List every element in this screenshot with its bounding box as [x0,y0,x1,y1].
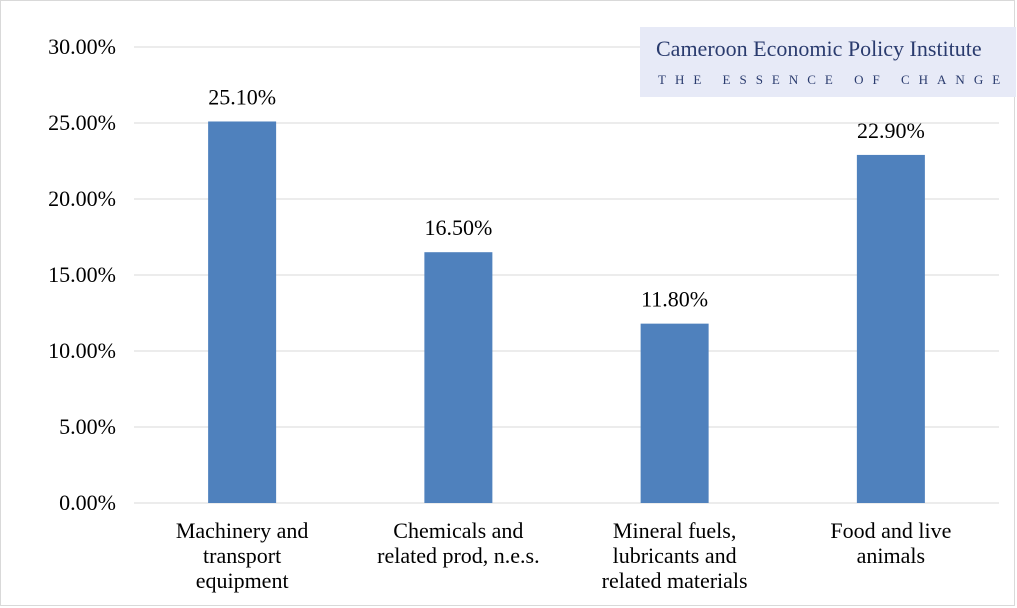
logo-tagline: THE ESSENCE OF CHANGE [658,72,1010,87]
y-tick-label: 20.00% [48,186,116,211]
data-label: 22.90% [857,118,925,143]
y-tick-label: 25.00% [48,110,116,135]
institute-logo: Cameroon Economic Policy Institute THE E… [640,27,1016,97]
y-tick-label: 0.00% [59,490,116,515]
y-tick-label: 30.00% [48,34,116,59]
x-category-label: Mineral fuels, lubricants and related mate… [602,518,748,593]
y-tick-label: 5.00% [59,414,116,439]
data-label: 11.80% [641,287,708,312]
logo-name: Cameroon Economic Policy Institute [656,36,982,61]
data-label: 16.50% [424,215,492,240]
y-tick-label: 15.00% [48,262,116,287]
y-tick-label: 10.00% [48,338,116,363]
x-category-label: Food and live animals [830,518,951,568]
bar [424,252,493,503]
x-category-label: Machinery and transport equipment [176,518,309,593]
x-category-label: Chemicals and related prod, n.e.s. [377,518,540,568]
bar [208,121,277,503]
data-label: 25.10% [208,84,276,109]
bar [640,323,709,503]
bar [856,154,925,504]
